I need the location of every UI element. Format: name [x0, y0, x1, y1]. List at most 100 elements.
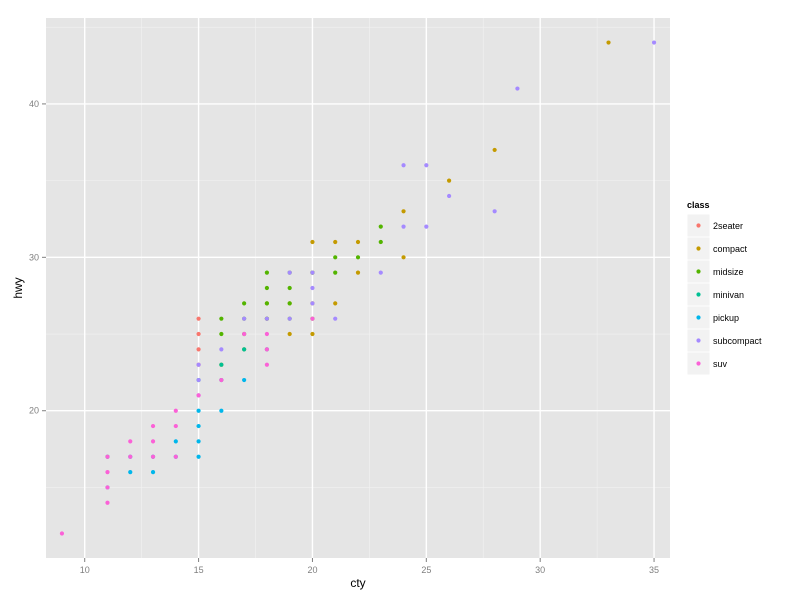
data-point-pickup: [128, 469, 133, 475]
data-point-subcompact: [196, 377, 201, 383]
legend-swatch-pickup: [696, 315, 701, 320]
data-point-subcompact: [264, 316, 270, 321]
data-point-suv: [196, 393, 201, 398]
data-point-suv: [150, 454, 156, 459]
data-point-compact: [446, 178, 452, 183]
data-point-pickup: [173, 439, 178, 444]
data-point-compact: [492, 147, 497, 153]
data-point-compact: [333, 301, 338, 306]
data-point-compact: [310, 331, 315, 337]
data-point-midsize: [264, 270, 270, 275]
data-point-compact: [606, 40, 611, 45]
data-point-minivan: [219, 362, 224, 367]
data-point-suv: [242, 331, 247, 337]
data-point-2seater: [196, 331, 201, 337]
data-point-suv: [105, 469, 110, 475]
data-point-suv: [264, 362, 270, 367]
legend-swatch-compact: [696, 246, 701, 251]
data-point-compact: [401, 255, 406, 260]
data-point-suv: [264, 347, 270, 352]
data-point-pickup: [150, 469, 156, 475]
legend-label-compact: compact: [713, 244, 748, 254]
x-axis-ticks: 10 15 20 25 30 35: [80, 558, 659, 575]
y-tick-label: 30: [29, 252, 39, 262]
data-point-midsize: [287, 285, 292, 291]
data-point-suv: [150, 423, 156, 429]
legend-swatch-minivan: [696, 292, 701, 297]
data-point-midsize: [333, 255, 338, 260]
data-point-minivan: [242, 347, 247, 352]
x-tick-label: 30: [535, 565, 545, 575]
x-tick-label: 35: [649, 565, 659, 575]
data-point-compact: [355, 239, 361, 245]
data-point-pickup: [219, 408, 224, 413]
data-point-midsize: [333, 270, 338, 275]
legend-swatch-midsize: [696, 269, 701, 274]
legend-label-minivan: minivan: [713, 290, 744, 300]
legend-label-2seater: 2seater: [713, 221, 743, 231]
data-point-compact: [333, 239, 338, 245]
data-point-compact: [355, 270, 361, 275]
data-point-2seater: [196, 347, 201, 352]
legend-label-suv: suv: [713, 359, 728, 369]
data-point-2seater: [196, 316, 201, 321]
data-point-compact: [401, 209, 406, 214]
data-point-suv: [264, 331, 270, 337]
y-tick-label: 40: [29, 99, 39, 109]
data-point-subcompact: [287, 316, 292, 321]
data-point-compact: [310, 239, 315, 245]
data-point-midsize: [264, 301, 270, 306]
data-point-suv: [310, 316, 315, 321]
data-point-subcompact: [401, 224, 406, 229]
legend-label-pickup: pickup: [713, 313, 739, 323]
data-point-subcompact: [310, 301, 315, 306]
data-point-midsize: [287, 301, 292, 306]
data-point-suv: [105, 500, 110, 505]
grid-minor: [46, 18, 670, 558]
data-point-suv: [128, 439, 133, 444]
legend-swatch-suv: [696, 361, 701, 366]
data-point-subcompact: [492, 209, 497, 214]
data-point-subcompact: [219, 347, 224, 352]
data-point-suv: [105, 485, 110, 490]
data-point-midsize: [264, 285, 270, 291]
legend-swatch-2seater: [696, 223, 701, 228]
x-tick-label: 25: [421, 565, 431, 575]
data-point-suv: [150, 439, 156, 444]
data-point-midsize: [378, 239, 383, 245]
legend-swatch-subcompact: [696, 338, 701, 343]
data-point-pickup: [196, 423, 201, 429]
data-point-pickup: [196, 439, 201, 444]
data-point-suv: [173, 423, 178, 429]
y-axis-label: hwy: [11, 277, 25, 298]
x-axis-label: cty: [350, 576, 365, 590]
y-tick-label: 20: [29, 406, 39, 416]
x-tick-label: 15: [194, 565, 204, 575]
x-tick-label: 20: [307, 565, 317, 575]
data-point-compact: [287, 331, 292, 337]
legend-label-subcompact: subcompact: [713, 336, 762, 346]
data-point-subcompact: [424, 224, 429, 229]
data-point-pickup: [196, 454, 201, 459]
data-point-midsize: [378, 224, 383, 229]
data-points: [59, 40, 657, 536]
data-point-subcompact: [333, 316, 338, 321]
plot-panel: [46, 18, 670, 558]
data-point-subcompact: [515, 86, 520, 91]
data-point-suv: [59, 531, 65, 536]
data-point-subcompact: [651, 40, 657, 45]
data-point-midsize: [219, 316, 224, 321]
data-point-subcompact: [378, 270, 383, 275]
data-point-midsize: [219, 331, 224, 337]
data-point-pickup: [196, 408, 201, 413]
data-point-subcompact: [310, 285, 315, 291]
data-point-subcompact: [424, 163, 429, 168]
data-point-suv: [173, 408, 178, 413]
data-point-suv: [128, 454, 133, 459]
data-point-subcompact: [310, 270, 315, 275]
data-point-subcompact: [401, 163, 406, 168]
data-point-pickup: [242, 377, 247, 383]
legend: class 2seater compact midsize minivan pickup…: [686, 200, 762, 376]
data-point-subcompact: [196, 362, 201, 367]
